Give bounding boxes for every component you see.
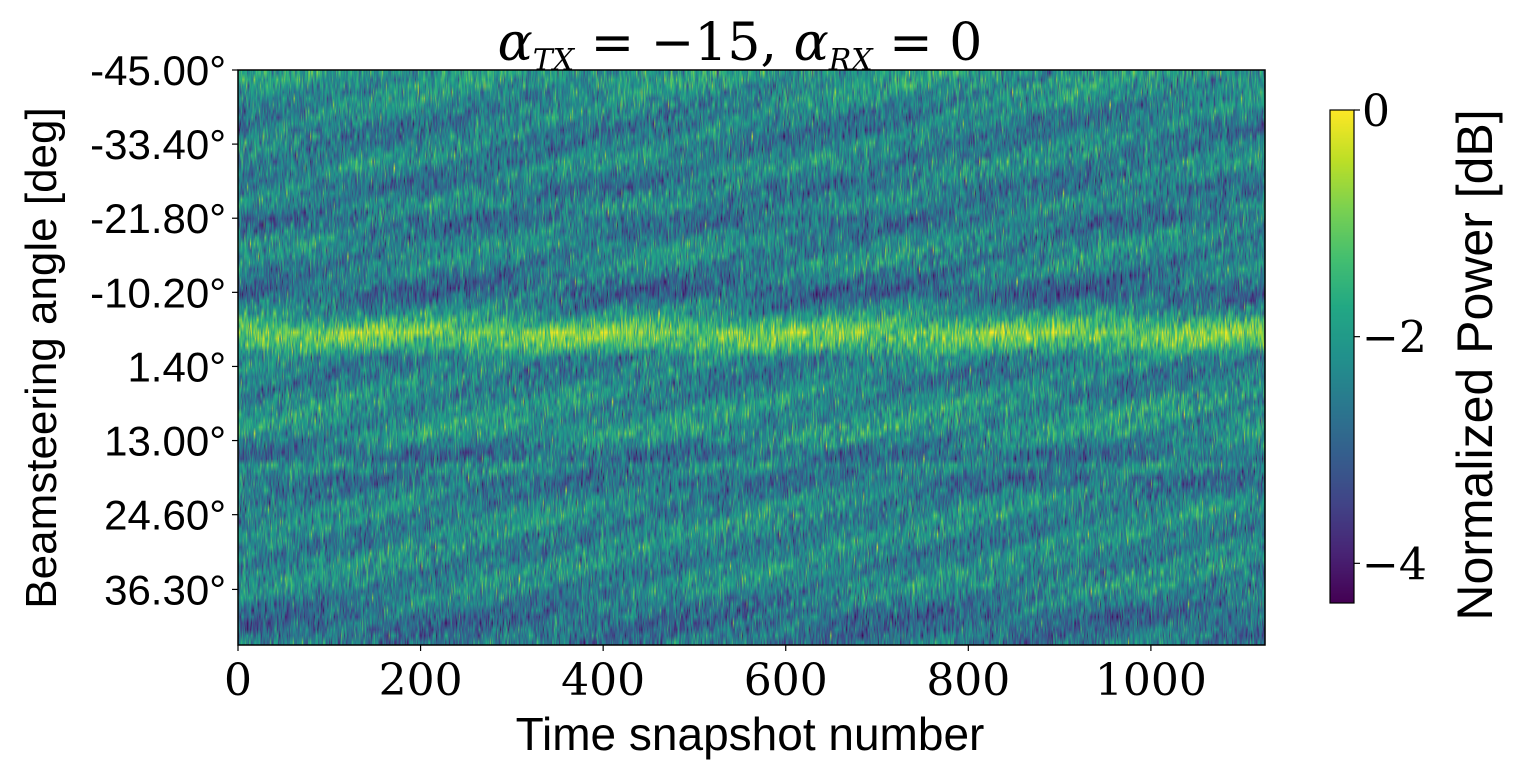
y-tick-label: 24.60° — [104, 492, 226, 539]
heatmap-image — [238, 70, 1265, 645]
x-tick-label: 1000 — [1095, 655, 1207, 706]
x-tick-label: 0 — [224, 655, 252, 706]
y-tick-label: -33.40° — [90, 121, 226, 168]
y-tick-label: -10.20° — [90, 269, 226, 316]
colorbar-gradient — [1330, 110, 1354, 603]
colorbar-label: Normalized Power [dB] — [1447, 109, 1503, 620]
y-tick-label: -21.80° — [90, 195, 226, 242]
colorbar-frame — [1329, 109, 1355, 604]
colorbar-tick-label: 0 — [1362, 86, 1390, 137]
x-axis-label: Time snapshot number — [516, 708, 985, 760]
x-tick-label: 400 — [561, 655, 645, 706]
colorbar-tick-label: −4 — [1362, 539, 1427, 590]
y-tick-label: 1.40° — [127, 343, 226, 390]
y-axis-label: Beamsteering angle [deg] — [17, 107, 66, 608]
x-tick-label: 800 — [926, 655, 1010, 706]
chart-title: αTX = −15, αRX = 0 — [498, 13, 983, 78]
plot-frame — [237, 69, 1266, 646]
colorbar-tick-label: −2 — [1362, 313, 1427, 364]
x-tick-label: 200 — [379, 655, 463, 706]
y-tick-label: 36.30° — [104, 566, 226, 613]
y-tick-label: -45.00° — [90, 47, 226, 94]
y-tick-label: 13.00° — [104, 418, 226, 465]
x-tick-label: 600 — [744, 655, 828, 706]
